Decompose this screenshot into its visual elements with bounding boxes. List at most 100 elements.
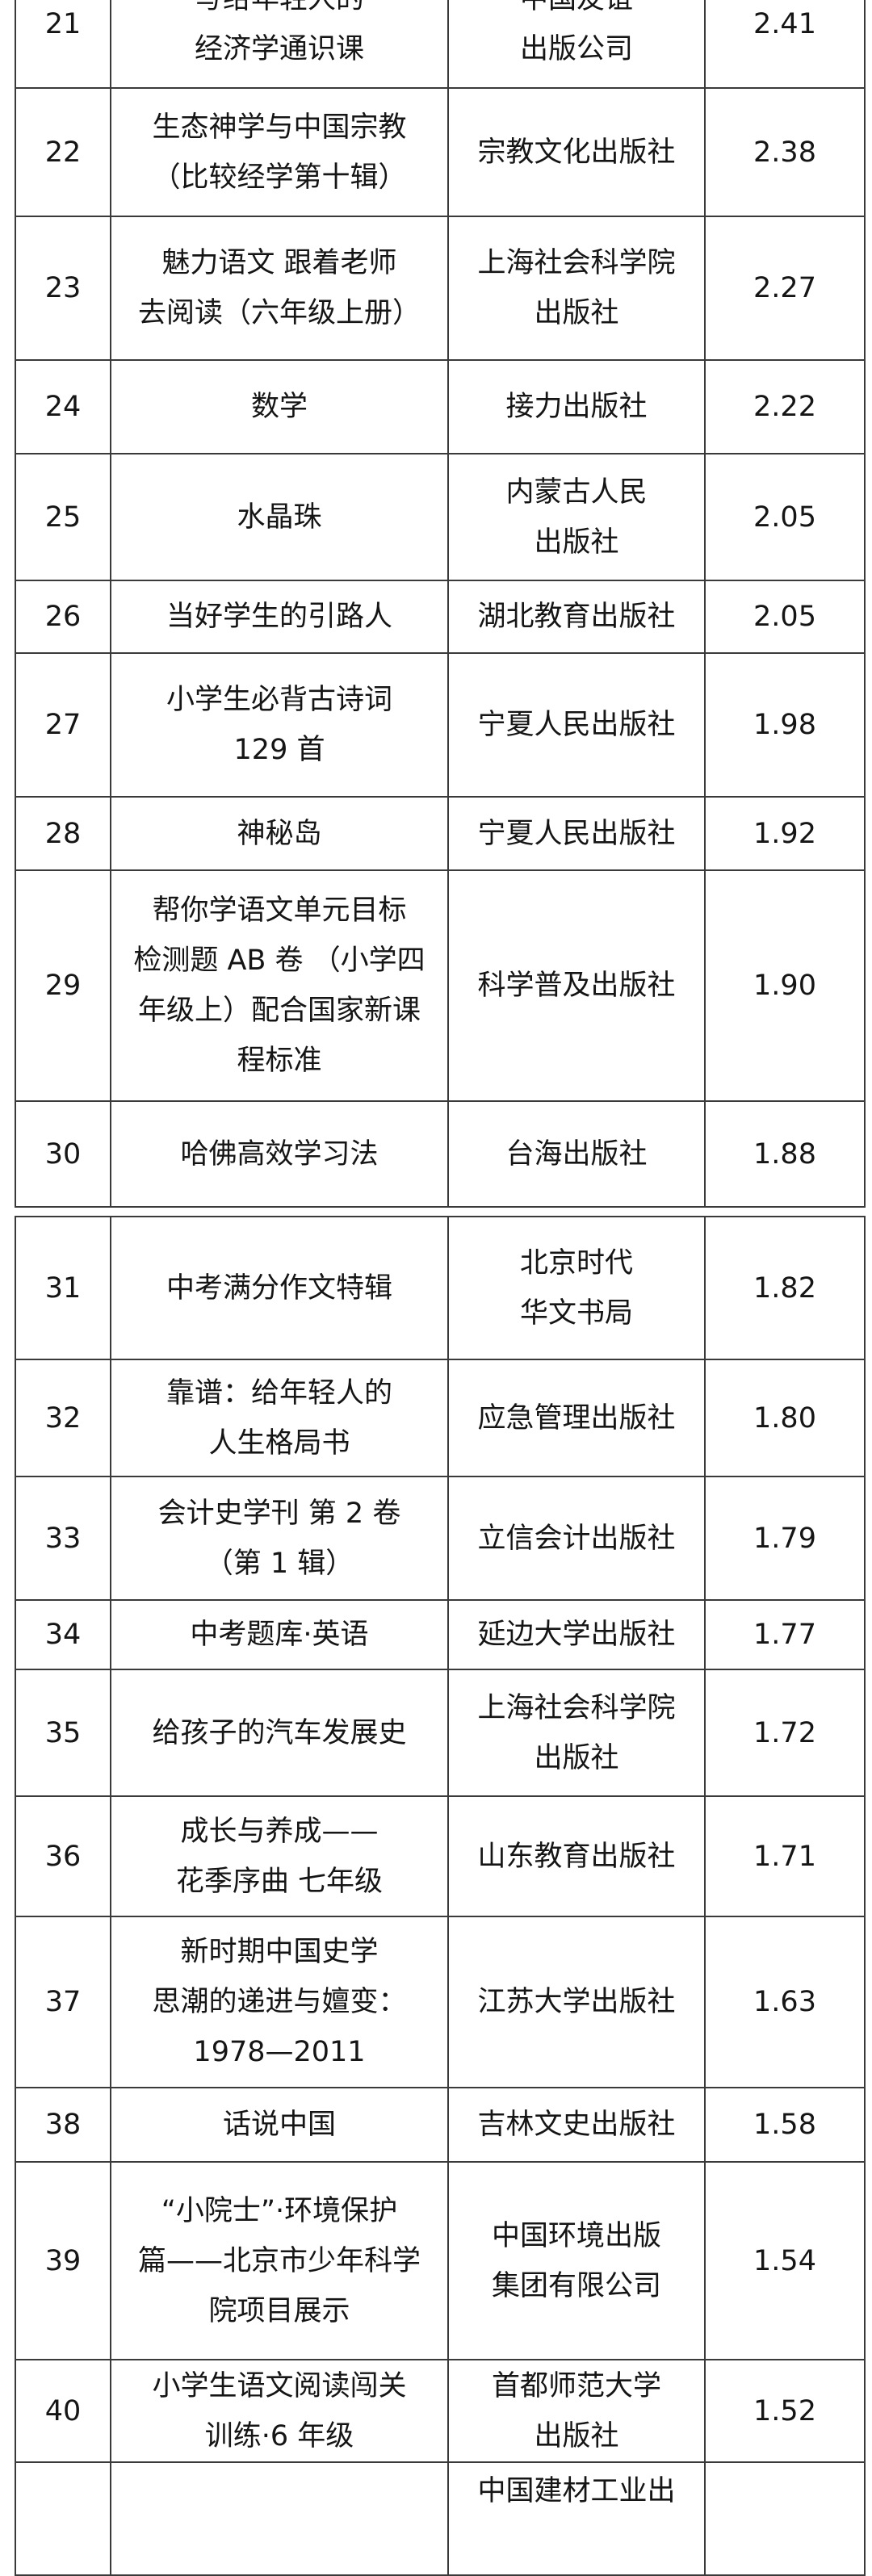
publisher-cell-line: 出版公司 (519, 33, 633, 65)
title-cell-line: 中考满分作文特辑 (166, 1271, 392, 1305)
title-cell-line: 生态神学与中国宗教 (152, 111, 407, 144)
title-cell: 数学 (110, 359, 449, 454)
value-cell: 1.92 (704, 796, 866, 871)
publisher-cell-line: 华文书局 (519, 1296, 633, 1330)
title-cell: 小学生语文阅读闯关 训练·6 年级 (110, 2359, 449, 2463)
title-cell-line: 当好学生的引路人 (166, 601, 392, 633)
publisher-cell-line: 宁夏人民出版社 (477, 709, 676, 741)
publisher-cell: 湖北教育出版社 (447, 580, 706, 654)
ranking-table-part-2: 31 中考满分作文特辑 北京时代 华文书局 1.82 32 靠谱：给年轻人的 人生格局书 应急管… (15, 1216, 866, 2576)
rank-cell: 40 (15, 2359, 111, 2463)
title-cell: 给孩子的汽车发展史 (110, 1669, 449, 1797)
title-cell-line: 程标准 (237, 1045, 322, 1077)
publisher-cell: 首都师范大学 出版社 (447, 2359, 706, 2463)
title-cell-line: 会计史学刊 第 2 卷 (157, 1497, 401, 1530)
title-cell-line: （比较经学第十辑） (152, 161, 407, 194)
publisher-cell-line: 接力出版社 (505, 391, 648, 423)
table-row: 37 新时期中国史学 思潮的递进与嬗变： 1978—2011 江苏大学出版社 1.63 (15, 1916, 866, 2088)
title-cell-line: 哈佛高效学习法 (180, 1137, 379, 1171)
publisher-cell-line: 江苏大学出版社 (477, 1986, 676, 2018)
title-cell: 新时期中国史学 思潮的递进与嬗变： 1978—2011 (110, 1916, 449, 2088)
publisher-cell: 延边大学出版社 (447, 1599, 706, 1670)
table-row: 33 会计史学刊 第 2 卷 （第 1 辑） 立信会计出版社 1.79 (15, 1476, 866, 1601)
value-cell: 1.63 (704, 1916, 866, 2088)
rank-cell: 22 (15, 87, 111, 217)
publisher-cell-line: 宗教文化出版社 (477, 136, 676, 169)
publisher-cell: 中国友谊出版公司 (447, 0, 706, 89)
title-cell: 话说中国 (110, 2087, 449, 2163)
publisher-cell-line: 宁夏人民出版社 (477, 817, 676, 850)
table-row: 32 靠谱：给年轻人的 人生格局书 应急管理出版社 1.80 (15, 1359, 866, 1477)
table-row: 34 中考题库·英语 延边大学出版社 1.77 (15, 1599, 866, 1670)
title-cell-line: 小学生必背古诗词 (166, 684, 392, 716)
table-row: 中国建材工业出 (15, 2461, 866, 2576)
value-cell: 1.54 (704, 2161, 866, 2360)
ranking-table-part-1: 21写给年轻人的经济学通识课中国友谊出版公司2.4122生态神学与中国宗教（比较… (15, 0, 866, 1208)
title-cell: 帮你学语文单元目标 检测题 AB 卷 （小学四 年级上）配合国家新课 程标准 (110, 869, 449, 1102)
title-cell-line: 神秘岛 (237, 817, 322, 850)
title-cell-line: 129 首 (233, 734, 325, 766)
publisher-cell: 台海出版社 (447, 1100, 706, 1208)
rank-cell: 25 (15, 453, 111, 581)
table-row: 23 魅力语文 跟着老师 去阅读（六年级上册） 上海社会科学院 出版社 2.27 (15, 216, 866, 361)
title-cell-line: 水晶珠 (237, 501, 322, 534)
value-cell: 1.72 (704, 1669, 866, 1797)
table-row: 39 “小院士”·环境保护 篇——北京市少年科学 院项目展示 中国环境出版 集团有限公司 1… (15, 2161, 866, 2360)
rank-cell (15, 2461, 111, 2576)
title-cell-line: 成长与养成—— (180, 1815, 379, 1848)
publisher-cell-line: 出版社 (534, 2419, 619, 2452)
title-cell-line: 数学 (250, 391, 308, 423)
value-cell: 1.88 (704, 1100, 866, 1208)
title-cell: 会计史学刊 第 2 卷 （第 1 辑） (110, 1476, 449, 1601)
title-cell-line: 院项目展示 (208, 2294, 350, 2327)
rank-cell: 24 (15, 359, 111, 454)
table-row: 22 生态神学与中国宗教 （比较经学第十辑） 宗教文化出版社 2.38 (15, 87, 866, 217)
publisher-cell: 科学普及出版社 (447, 869, 706, 1102)
publisher-cell: 立信会计出版社 (447, 1476, 706, 1601)
title-cell-line: 给孩子的汽车发展史 (152, 1716, 407, 1749)
title-cell-line: 1978—2011 (193, 2036, 366, 2068)
title-cell-line: 经济学通识课 (194, 33, 364, 65)
publisher-cell-line: 立信会计出版社 (477, 1522, 676, 1555)
rank-cell: 37 (15, 1916, 111, 2088)
title-cell: 神秘岛 (110, 796, 449, 871)
rank-cell: 32 (15, 1359, 111, 1477)
value-cell: 1.79 (704, 1476, 866, 1601)
title-cell-line: 年级上）配合国家新课 (137, 995, 421, 1027)
value-cell: 2.22 (704, 359, 866, 454)
table-row: 24 数学 接力出版社 2.22 (15, 359, 866, 454)
publisher-cell: 宁夏人民出版社 (447, 652, 706, 798)
value-cell: 1.58 (704, 2087, 866, 2163)
title-cell: 小学生必背古诗词 129 首 (110, 652, 449, 798)
publisher-cell: 上海社会科学院 出版社 (447, 1669, 706, 1797)
title-cell-line: （第 1 辑） (204, 1547, 354, 1580)
title-cell (110, 2461, 449, 2576)
title-cell: 哈佛高效学习法 (110, 1100, 449, 1208)
publisher-cell-line: 中国友谊 (455, 0, 698, 24)
publisher-cell-line: 应急管理出版社 (477, 1401, 676, 1435)
title-cell-line: 花季序曲 七年级 (175, 1865, 384, 1898)
rank-cell: 31 (15, 1216, 111, 1360)
publisher-cell: 中国环境出版 集团有限公司 (447, 2161, 706, 2360)
title-cell-line: 去阅读（六年级上册） (137, 297, 421, 329)
publisher-cell: 北京时代 华文书局 (447, 1216, 706, 1360)
title-cell: “小院士”·环境保护 篇——北京市少年科学 院项目展示 (110, 2161, 449, 2360)
value-cell: 1.82 (704, 1216, 866, 1360)
table-row: 29 帮你学语文单元目标 检测题 AB 卷 （小学四 年级上）配合国家新课 程标准 科学普… (15, 869, 866, 1102)
value-cell: 1.98 (704, 652, 866, 798)
value-cell: 2.27 (704, 216, 866, 361)
table-row: 40 小学生语文阅读闯关 训练·6 年级 首都师范大学 出版社 1.52 (15, 2359, 866, 2463)
table-row: 38 话说中国 吉林文史出版社 1.58 (15, 2087, 866, 2163)
table-row: 26 当好学生的引路人 湖北教育出版社 2.05 (15, 580, 866, 654)
publisher-cell-line: 北京时代 (519, 1246, 633, 1280)
table-row: 27 小学生必背古诗词 129 首 宁夏人民出版社 1.98 (15, 652, 866, 798)
title-cell-line: 篇——北京市少年科学 (137, 2244, 421, 2277)
rank-cell: 28 (15, 796, 111, 871)
rank-cell: 38 (15, 2087, 111, 2163)
table-row: 36 成长与养成—— 花季序曲 七年级 山东教育出版社 1.71 (15, 1795, 866, 1917)
value-cell: 1.80 (704, 1359, 866, 1477)
publisher-cell-line: 中国建材工业出 (477, 2475, 676, 2507)
publisher-cell-line: 出版社 (534, 1741, 619, 1774)
title-cell: 生态神学与中国宗教 （比较经学第十辑） (110, 87, 449, 217)
rank-cell: 34 (15, 1599, 111, 1670)
